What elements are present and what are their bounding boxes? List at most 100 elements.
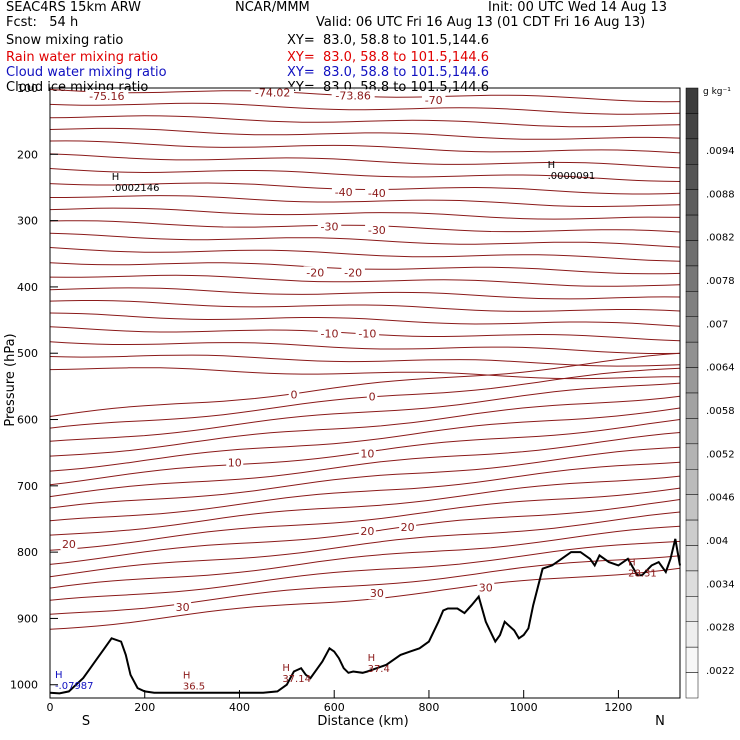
contour-label: -20 [306, 266, 324, 279]
contour-label: -40 [335, 186, 353, 199]
contour-label: -40 [368, 187, 386, 200]
contour-line [49, 555, 681, 615]
colorbar-label: .0028 [706, 623, 735, 634]
contour-label: 20 [62, 538, 76, 551]
field-name-cloud-water: Cloud water mixing ratio [6, 65, 167, 80]
contour-line [49, 115, 681, 128]
contour-line [49, 567, 681, 630]
contour-line [49, 382, 681, 442]
high-marker: H [282, 663, 290, 674]
contour-label: 0 [290, 388, 297, 401]
high-marker: H [548, 160, 556, 171]
contour-line [49, 102, 681, 115]
contour-line [49, 312, 681, 327]
x-axis-label: Distance (km) [317, 714, 408, 729]
contour-line [50, 195, 681, 207]
y-tick-label: 200 [17, 148, 38, 161]
contour-label: -74.02 [255, 87, 290, 100]
colorbar-swatch [685, 214, 699, 241]
high-value: 37.4 [368, 664, 390, 675]
colorbar-swatch [685, 189, 699, 216]
plot-frame [49, 87, 681, 699]
colorbar-swatch [685, 494, 699, 521]
x-tick-label: 0 [47, 701, 54, 714]
y-tick-label: 400 [17, 281, 38, 294]
contour-line [49, 461, 681, 522]
colorbar-label: .0064 [706, 363, 735, 374]
high-marker: H [628, 557, 636, 568]
colorbar-unit-label: g kg⁻¹ [703, 87, 731, 97]
high-value: 28.31 [628, 568, 657, 579]
contour-label: 10 [360, 447, 374, 460]
contour-line [49, 262, 681, 275]
colorbar-swatch [685, 418, 699, 445]
y-tick-label: 800 [17, 546, 38, 559]
colorbar-label: .0078 [706, 276, 735, 287]
colorbar-swatch [685, 519, 699, 546]
organization: NCAR/MMM [235, 0, 310, 15]
colorbar-swatch [685, 392, 699, 419]
contour-line [49, 475, 681, 536]
colorbar-swatch [685, 113, 699, 140]
colorbar-label: .0034 [706, 579, 735, 590]
contour-label: 30 [176, 601, 190, 614]
model-title: SEAC4RS 15km ARW [6, 0, 142, 15]
axes: 0 200 400 600 800 1000 12001002003004005006007… [10, 82, 681, 714]
colorbar-swatch [685, 672, 699, 699]
contour-label: -10 [358, 327, 376, 340]
y-tick-label: 700 [17, 480, 38, 493]
contour-label: -30 [368, 224, 386, 237]
contour-lines [49, 89, 681, 630]
colorbar-swatch [685, 469, 699, 495]
colorbar-swatch [685, 596, 699, 622]
x-end-label-south: S [82, 714, 90, 729]
y-tick-label: 600 [17, 414, 38, 427]
contour-line [49, 525, 681, 589]
contour-line [49, 432, 681, 498]
colorbar-label: .0058 [706, 406, 735, 417]
contour-line [49, 407, 681, 472]
high-value: .0002146 [112, 183, 160, 194]
colorbar: .0094 .0088 .0082 .0078 .007 .0064 .0058 .0052.… [685, 87, 735, 699]
colorbar-label: .0022 [706, 666, 735, 677]
contour-line [49, 487, 681, 551]
contour-line [49, 341, 681, 354]
x-tick-label: 600 [324, 701, 345, 714]
x-tick-label: 400 [229, 701, 250, 714]
x-tick-label: 1200 [604, 701, 632, 714]
contour-line [49, 511, 681, 578]
contour-label: 0 [369, 390, 376, 403]
field-xy-cloud-water: XY= 83.0, 58.8 to 101.5,144.6 [287, 65, 490, 80]
contour-line [49, 540, 681, 601]
contour-label: 30 [479, 581, 493, 594]
y-tick-label: 500 [17, 347, 38, 360]
contour-label: -70 [425, 94, 443, 107]
valid-time: Valid: 06 UTC Fri 16 Aug 13 (01 CDT Fri … [316, 15, 646, 30]
x-tick-label: 1000 [510, 701, 538, 714]
colorbar-swatch [685, 265, 699, 292]
contour-label: 20 [401, 521, 415, 534]
high-marker: H [183, 671, 191, 682]
contour-line [49, 232, 681, 248]
contour-label: 30 [370, 587, 384, 600]
y-tick-label: 100 [17, 82, 38, 95]
contour-line [49, 247, 681, 262]
y-axis-label: Pressure (hPa) [3, 333, 18, 426]
y-tick-label: 300 [17, 215, 38, 228]
colorbar-label: .0088 [706, 189, 735, 200]
colorbar-label: .007 [706, 319, 728, 330]
contour-line [49, 446, 681, 509]
contour-line [49, 168, 681, 182]
contour-line [49, 367, 681, 380]
contour-line [49, 395, 681, 457]
x-tick-label: 800 [418, 701, 439, 714]
contour-line [49, 207, 681, 220]
colorbar-label: .0094 [706, 146, 735, 157]
contour-line [49, 352, 681, 417]
contour-label: 10 [228, 457, 242, 470]
high-marker: H [368, 653, 376, 664]
contour-label: -20 [344, 266, 362, 279]
colorbar-swatch [685, 240, 699, 267]
contour-line [49, 354, 681, 367]
contour-label: 20 [360, 525, 374, 538]
